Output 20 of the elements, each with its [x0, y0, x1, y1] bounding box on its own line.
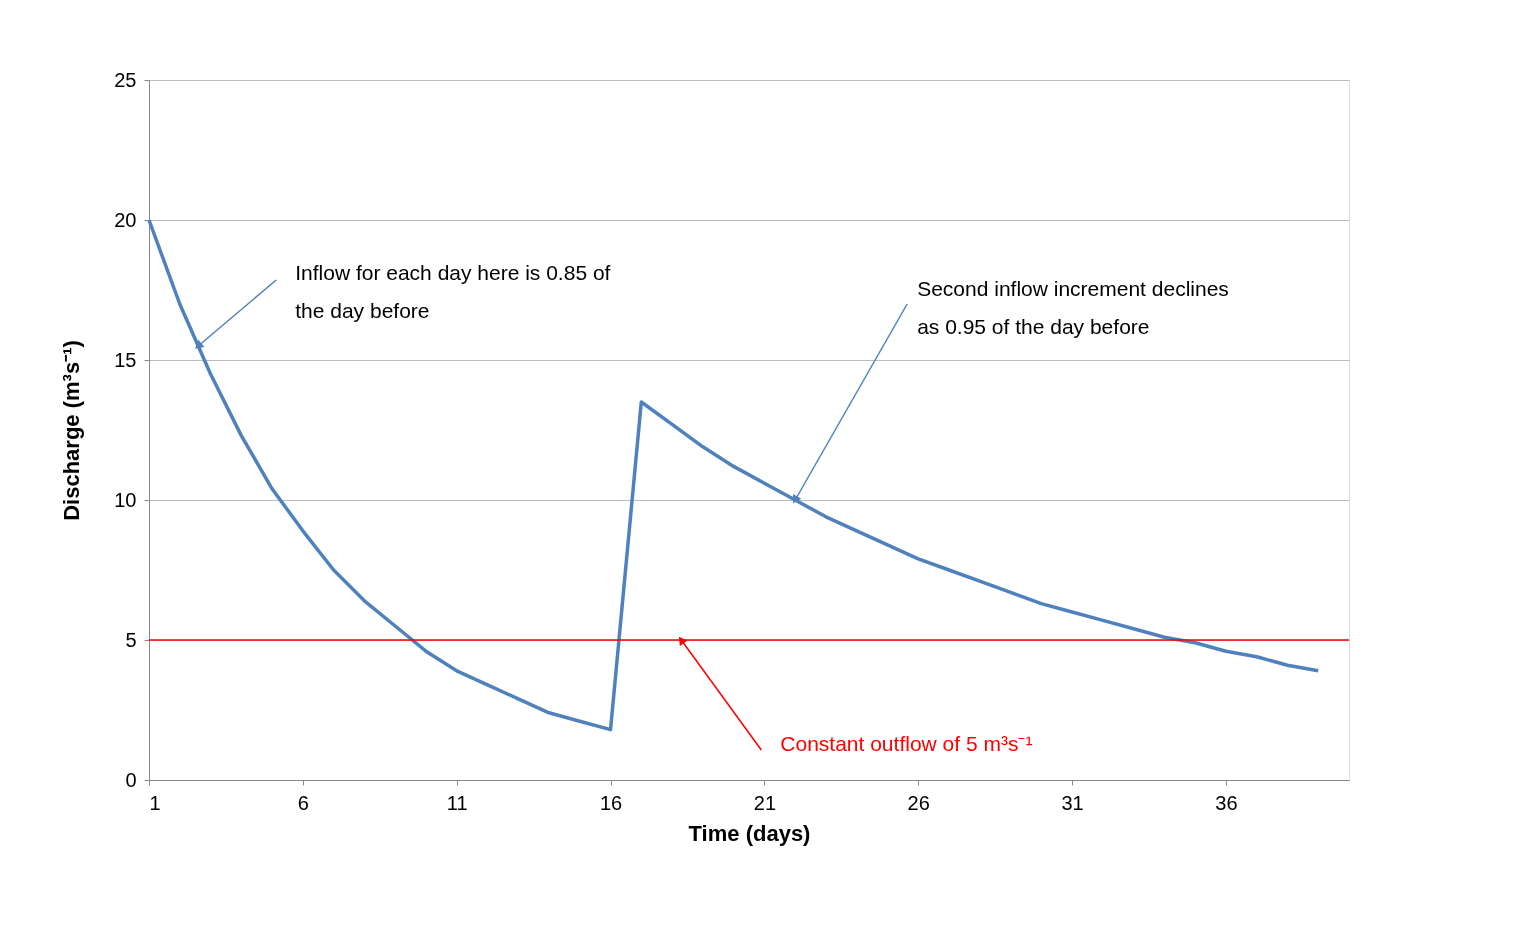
x-axis-title: Time (days) — [688, 820, 811, 846]
x-tick-label: 16 — [599, 791, 623, 814]
y-tick-label: 0 — [125, 768, 137, 791]
line-series — [147, 218, 1320, 732]
x-tick-label: 21 — [753, 791, 777, 814]
x-tick-label: 26 — [907, 791, 930, 814]
y-axis-title: Discharge (m³s⁻¹) — [59, 340, 85, 521]
y-tick-label: 20 — [114, 208, 137, 231]
y-tick-label: 25 — [114, 68, 137, 91]
x-tick-label: 1 — [149, 791, 161, 814]
y-tick-label: 5 — [125, 628, 137, 651]
y-tick-label: 10 — [114, 488, 137, 511]
annotation: Second inflow increment declines as 0.95 of the day before — [917, 277, 1229, 338]
y-tick-label: 15 — [114, 348, 137, 371]
x-tick-label: 6 — [297, 791, 309, 814]
x-tick-label: 36 — [1215, 791, 1238, 814]
x-tick-label: 11 — [446, 791, 468, 814]
x-tick-label: 31 — [1061, 791, 1084, 814]
annotation: Constant outflow of 5 m³s⁻¹ — [780, 732, 1033, 755]
annotation: Inflow for each day here is 0.85 of the day before — [295, 261, 611, 322]
